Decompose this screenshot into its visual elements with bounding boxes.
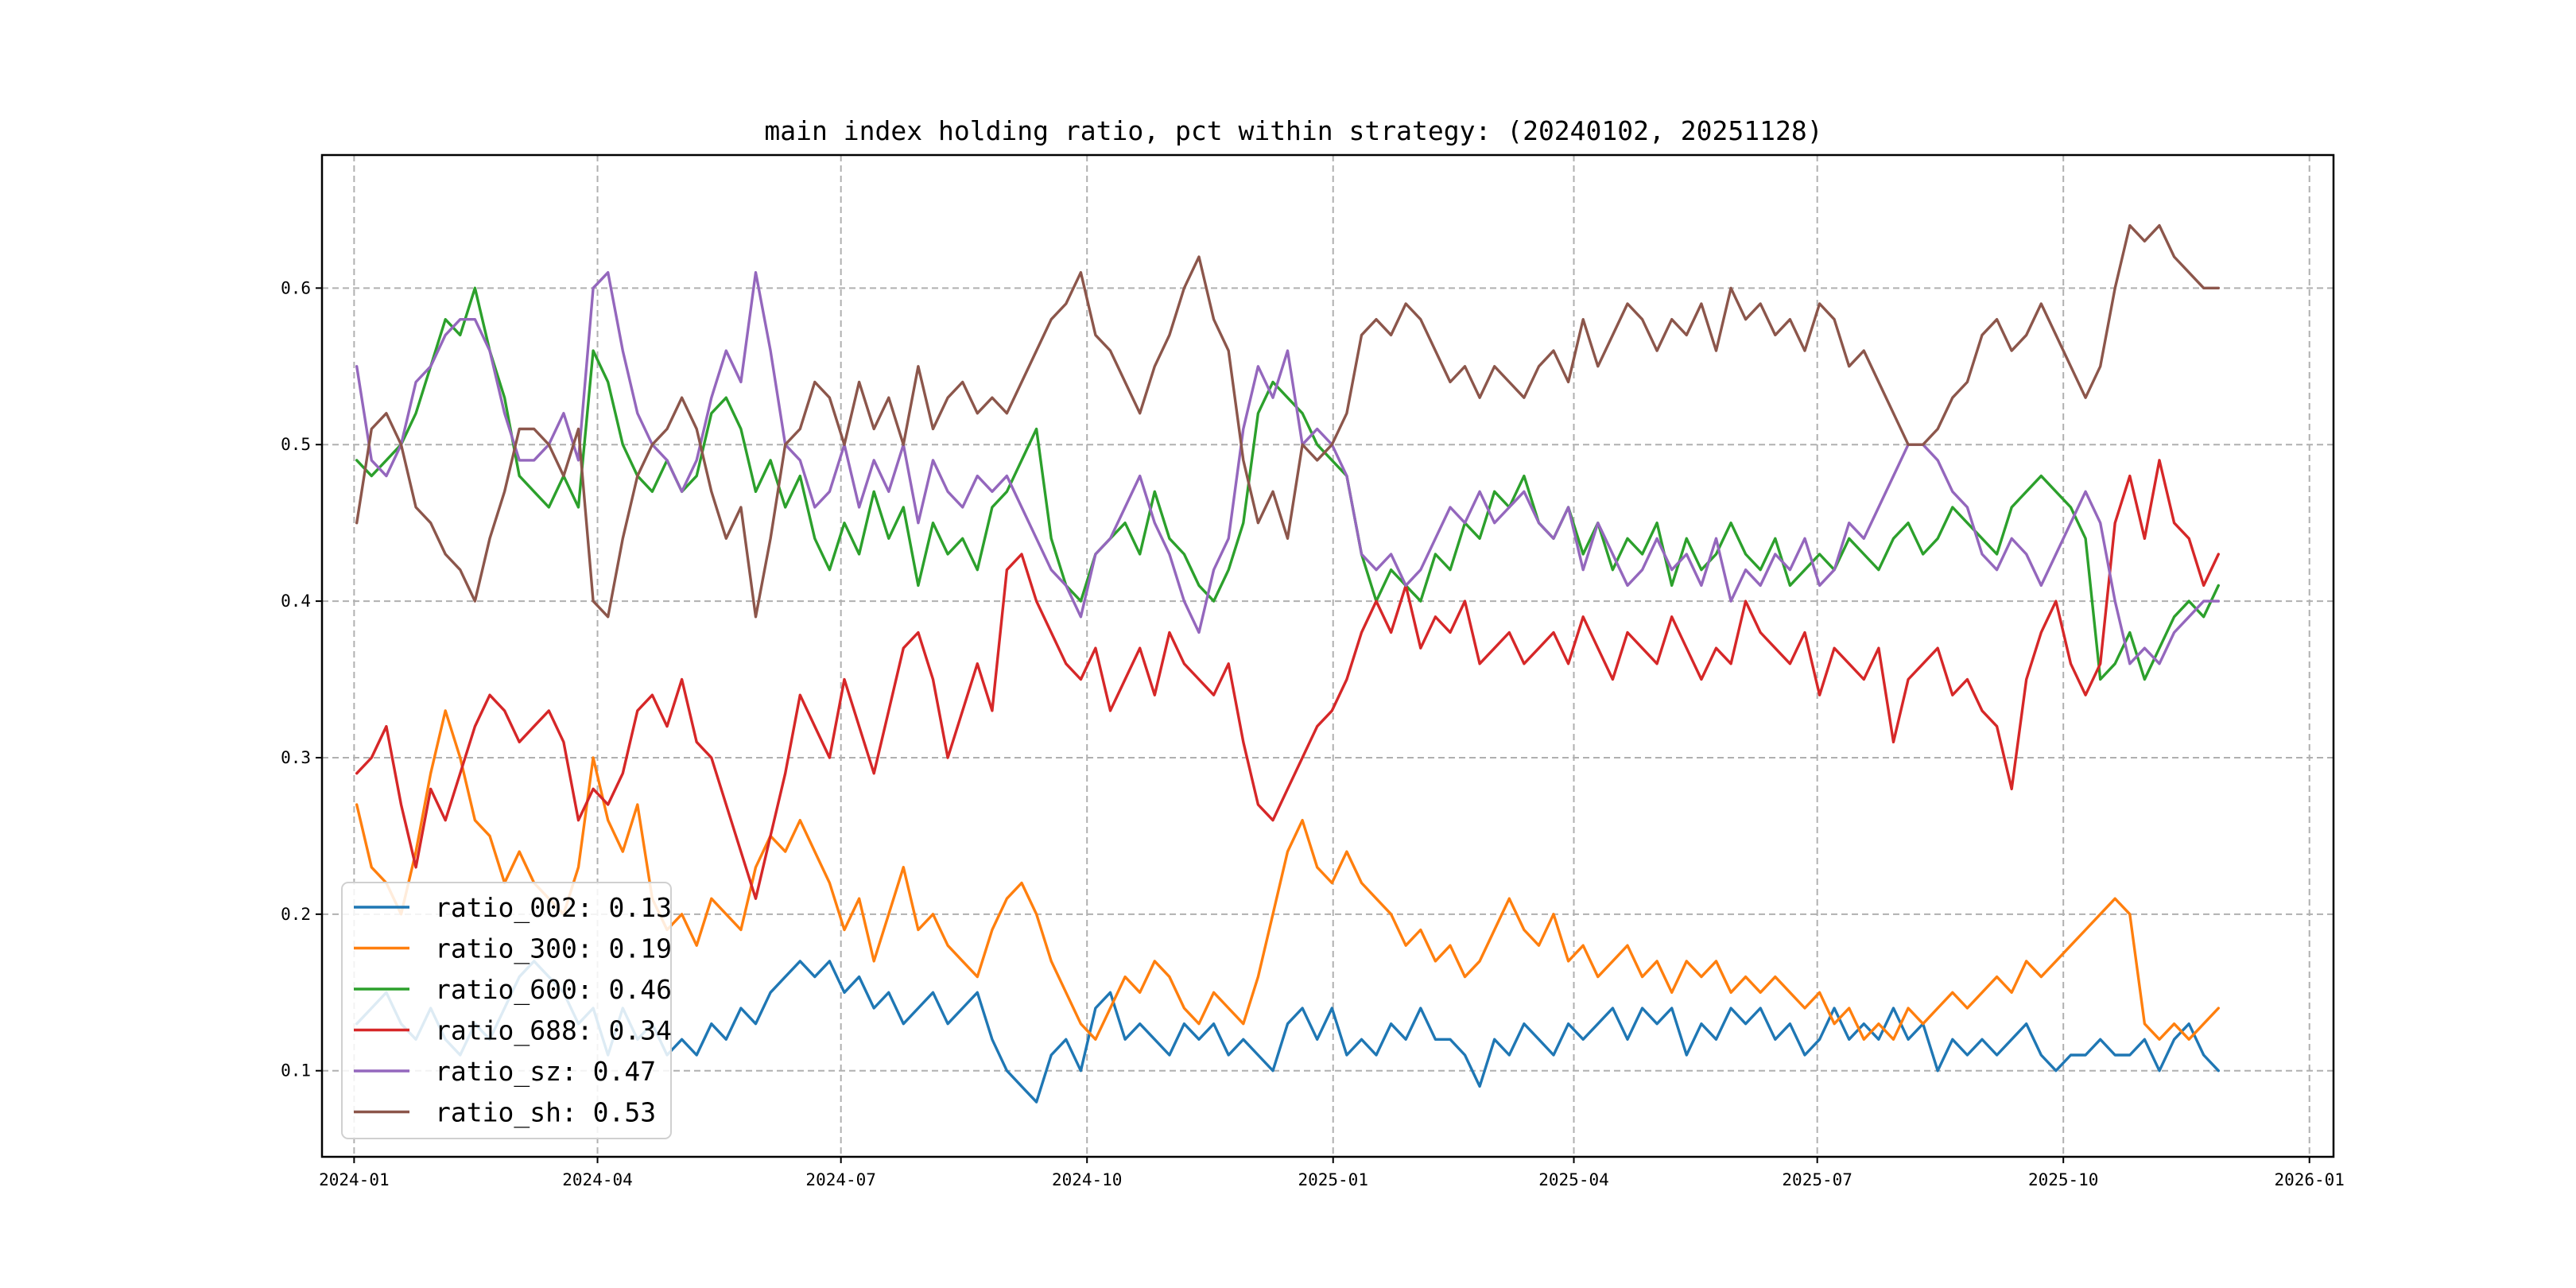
series-line-ratio_sh bbox=[355, 223, 2220, 619]
series-line-ratio_688 bbox=[355, 459, 2220, 900]
y-tick-label: 0.4 bbox=[281, 592, 311, 611]
legend-label-ratio_688: ratio_688: 0.34 bbox=[435, 1015, 672, 1047]
plot-area-frame bbox=[320, 153, 2335, 1158]
x-gridlines bbox=[353, 155, 2310, 1157]
legend-box bbox=[341, 882, 672, 1139]
x-tick-label: 2025-10 bbox=[2028, 1170, 2099, 1189]
legend-label-ratio_sh: ratio_sh: 0.53 bbox=[435, 1097, 656, 1129]
legend-label-ratio_300: ratio_300: 0.19 bbox=[435, 933, 672, 965]
x-tick-label: 2024-01 bbox=[319, 1170, 390, 1189]
x-tick-label: 2024-07 bbox=[805, 1170, 876, 1189]
x-tick-label: 2026-01 bbox=[2274, 1170, 2345, 1189]
y-tick-label: 0.6 bbox=[281, 278, 311, 297]
y-tick-label: 0.5 bbox=[281, 435, 311, 454]
legend-label-ratio_002: ratio_002: 0.13 bbox=[435, 892, 672, 924]
legend-label-ratio_600: ratio_600: 0.46 bbox=[435, 974, 672, 1006]
series-line-ratio_sz bbox=[355, 271, 2220, 665]
chart-title: main index holding ratio, pct within str… bbox=[764, 115, 1822, 146]
x-tick-label: 2025-04 bbox=[1538, 1170, 1609, 1189]
x-axis: 2024-01 2024-04 2024-07 2024-10 2025-01 2025-… bbox=[319, 1157, 2345, 1189]
x-tick-label: 2024-04 bbox=[562, 1170, 633, 1189]
legend-label-ratio_sz: ratio_sz: 0.47 bbox=[435, 1056, 656, 1088]
legend: ratio_002: 0.13 ratio_300: 0.19 ratio_600:… bbox=[341, 882, 672, 1139]
y-tick-label: 0.3 bbox=[281, 748, 311, 767]
y-axis: 0.1 0.2 0.3 0.4 0.5 0.6 bbox=[281, 278, 322, 1080]
x-tick-label: 2025-07 bbox=[1782, 1170, 1852, 1189]
y-tick-label: 0.2 bbox=[281, 905, 311, 924]
x-tick-label: 2025-01 bbox=[1298, 1170, 1368, 1189]
x-tick-label: 2024-10 bbox=[1052, 1170, 1123, 1189]
y-tick-label: 0.1 bbox=[281, 1061, 311, 1080]
